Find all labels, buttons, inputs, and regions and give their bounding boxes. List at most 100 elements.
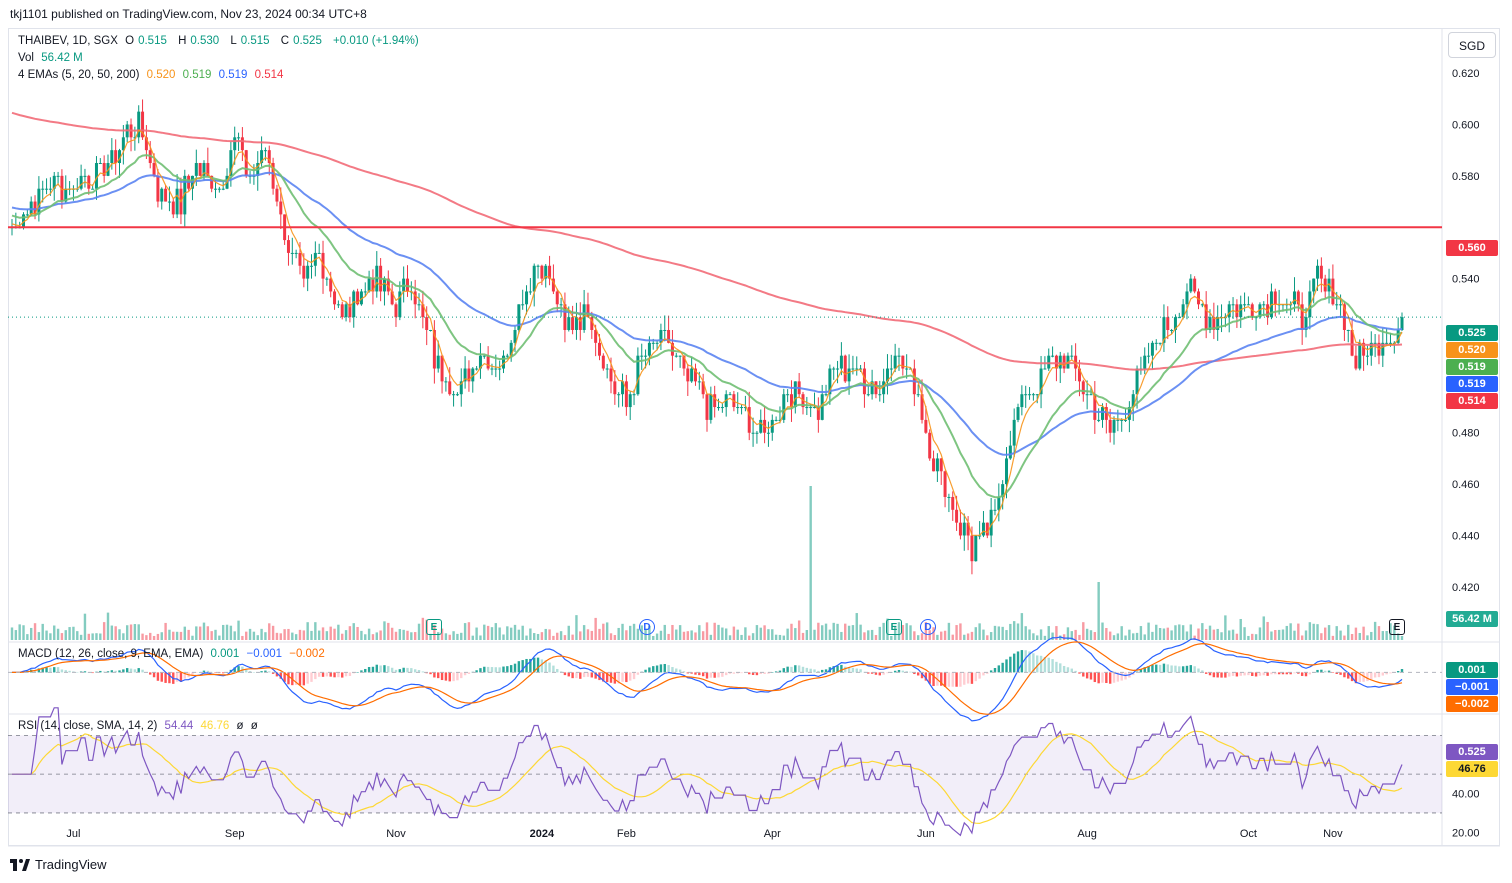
candle bbox=[114, 150, 118, 164]
dividend-event-badge[interactable]: D bbox=[920, 619, 936, 635]
price-axis-tick: 0.620 bbox=[1452, 68, 1480, 80]
volume-bar bbox=[1012, 621, 1016, 640]
macd-histogram-bar bbox=[1335, 672, 1338, 674]
time-axis-tick: Feb bbox=[617, 828, 636, 840]
earnings-event-badge[interactable]: E bbox=[426, 619, 442, 635]
macd-histogram-bar bbox=[149, 672, 152, 675]
macd-histogram-bar bbox=[1012, 653, 1016, 673]
candle bbox=[597, 342, 601, 356]
tradingview-logo[interactable]: TradingView bbox=[10, 857, 107, 872]
volume-bar bbox=[598, 628, 601, 640]
candle bbox=[1239, 304, 1243, 318]
volume-bar bbox=[1043, 635, 1047, 640]
macd-histogram-bar bbox=[736, 672, 739, 674]
macd-histogram-bar bbox=[629, 672, 632, 681]
volume-bar bbox=[609, 633, 613, 640]
candle bbox=[160, 188, 164, 202]
macd-histogram-bar bbox=[905, 671, 908, 673]
macd-histogram-bar bbox=[824, 669, 828, 673]
volume-bar bbox=[1381, 631, 1385, 640]
volume-bar bbox=[1308, 622, 1312, 640]
volume-bar bbox=[552, 635, 555, 640]
volume-bar bbox=[241, 635, 244, 640]
volume-bar bbox=[64, 630, 67, 640]
volume-bar bbox=[782, 635, 785, 640]
rsi-pill: 0.525 bbox=[1446, 744, 1498, 760]
candle bbox=[214, 188, 218, 190]
macd-histogram-bar bbox=[940, 672, 943, 686]
macd-histogram-bar bbox=[56, 667, 60, 673]
candle bbox=[1081, 381, 1085, 395]
candle bbox=[993, 509, 997, 511]
macd-histogram-bar bbox=[932, 672, 935, 687]
volume-bar bbox=[1070, 631, 1073, 640]
ema20-pill: 0.519 bbox=[1446, 359, 1498, 375]
volume-bar bbox=[195, 626, 198, 640]
macd-signal-line bbox=[12, 641, 1403, 715]
candle bbox=[1312, 278, 1316, 292]
volume-bar bbox=[498, 627, 501, 640]
volume-bar bbox=[429, 633, 432, 640]
volume-bar bbox=[724, 628, 728, 640]
macd-histogram-bar bbox=[713, 672, 716, 678]
macd-histogram-bar bbox=[1300, 672, 1304, 676]
volume-bar bbox=[740, 634, 743, 640]
legend-rsi: RSI (14, close, SMA, 14, 2) 54.44 46.76 … bbox=[18, 720, 262, 732]
volume-bar bbox=[106, 612, 110, 640]
volume-bar bbox=[993, 625, 997, 640]
macd-histogram-bar bbox=[721, 672, 724, 677]
macd-histogram-bar bbox=[1239, 672, 1242, 676]
macd-histogram-bar bbox=[152, 672, 156, 678]
macd-histogram-bar bbox=[1197, 668, 1200, 673]
volume-bar bbox=[1228, 630, 1231, 640]
candle bbox=[1058, 355, 1062, 369]
macd-histogram-bar bbox=[1085, 672, 1089, 679]
macd-histogram-bar bbox=[1093, 672, 1097, 683]
candle bbox=[1120, 419, 1124, 421]
macd-histogram-bar bbox=[106, 671, 110, 673]
volume-bar bbox=[932, 627, 935, 640]
candle bbox=[1016, 407, 1020, 420]
volume-bar bbox=[840, 631, 843, 640]
macd-histogram-bar bbox=[1028, 651, 1031, 673]
candle bbox=[1131, 394, 1135, 408]
macd-histogram-bar bbox=[202, 670, 206, 673]
macd-histogram-bar bbox=[283, 672, 286, 682]
ema200-line bbox=[11, 111, 1403, 371]
legend-low: L 0.515 bbox=[230, 35, 270, 47]
candle bbox=[87, 175, 91, 189]
volume-bar bbox=[252, 631, 256, 640]
candle bbox=[1181, 304, 1185, 318]
macd-histogram-bar bbox=[467, 672, 471, 674]
dividend-event-badge[interactable]: D bbox=[639, 619, 655, 635]
macd-histogram-bar bbox=[1105, 672, 1108, 684]
candle bbox=[839, 355, 843, 369]
rsi-axis-tick: 20.00 bbox=[1452, 827, 1480, 839]
candle bbox=[955, 509, 959, 523]
legend-close: C 0.525 bbox=[280, 35, 322, 47]
macd-line bbox=[12, 636, 1403, 722]
candle bbox=[521, 304, 525, 306]
macd-histogram-bar bbox=[529, 658, 532, 673]
macd-histogram-bar bbox=[1297, 672, 1300, 674]
volume-bar bbox=[1400, 635, 1404, 640]
earnings-event-badge[interactable]: E bbox=[886, 619, 902, 635]
macd-histogram-bar bbox=[83, 671, 87, 673]
candle bbox=[263, 150, 267, 152]
macd-histogram-bar bbox=[360, 670, 363, 673]
legend-macd-label: MACD (12, 26, close, 9, EMA, EMA) bbox=[18, 648, 204, 660]
volume-bar bbox=[1120, 626, 1123, 640]
volume-bar bbox=[1350, 633, 1354, 640]
macd-histogram-bar bbox=[851, 667, 855, 673]
volume-bar bbox=[901, 625, 905, 640]
volume-bar bbox=[947, 622, 951, 640]
candle bbox=[951, 496, 955, 510]
volume-bar bbox=[306, 622, 309, 640]
volume-bar bbox=[817, 622, 820, 640]
macd-histogram-bar bbox=[636, 672, 640, 675]
currency-button[interactable]: SGD bbox=[1448, 32, 1496, 58]
earnings-event-badge[interactable]: E bbox=[1389, 619, 1405, 635]
macd-histogram-bar bbox=[1281, 672, 1285, 675]
volume-bar bbox=[1009, 623, 1012, 640]
